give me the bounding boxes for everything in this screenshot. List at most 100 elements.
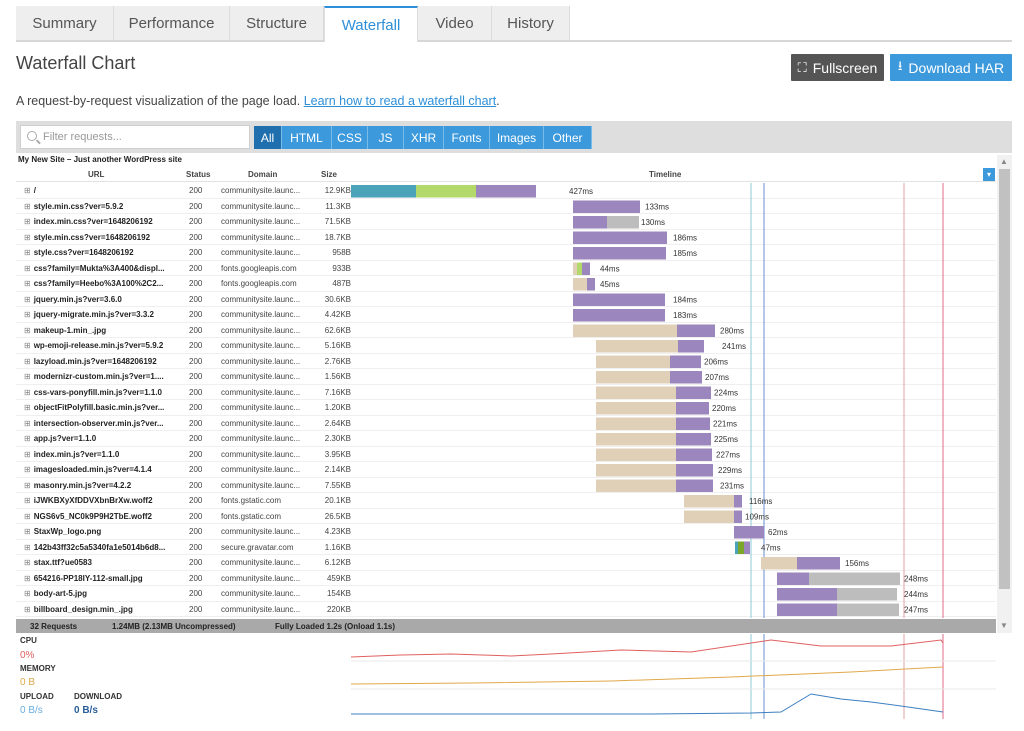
request-url[interactable]: masonry.min.js?ver=4.2.2	[24, 481, 184, 490]
scrollbar-thumb[interactable]	[999, 169, 1010, 589]
timeline-dropdown-button[interactable]: ▾	[983, 168, 995, 181]
timeline-bar[interactable]	[734, 526, 764, 539]
timeline-bar[interactable]	[676, 448, 712, 462]
timeline-bar[interactable]	[676, 464, 713, 477]
timeline-bar[interactable]	[677, 324, 715, 338]
timeline-bar[interactable]	[573, 309, 665, 322]
table-row[interactable]: 142b43ff32c5a5340fa1e5014b6d8... 200 secur…	[16, 540, 996, 555]
timeline-bar[interactable]	[596, 464, 676, 477]
timeline-bar[interactable]	[734, 510, 742, 524]
timeline-bar[interactable]	[797, 557, 840, 570]
timeline-bar[interactable]	[684, 510, 734, 524]
tab-structure[interactable]: Structure	[230, 6, 324, 40]
table-row[interactable]: index.min.css?ver=1648206192 200 community…	[16, 214, 996, 230]
timeline-bar[interactable]	[738, 541, 744, 555]
table-row[interactable]: style.min.css?ver=5.9.2 200 communitysite.…	[16, 199, 996, 214]
request-url[interactable]: 142b43ff32c5a5340fa1e5014b6d8...	[24, 543, 184, 552]
table-row[interactable]: stax.ttf?ue0583 200 communitysite.launc...…	[16, 555, 996, 571]
timeline-bar[interactable]	[744, 541, 750, 555]
timeline-bar[interactable]	[476, 185, 536, 198]
table-row[interactable]: style.min.css?ver=1648206192 200 community…	[16, 230, 996, 245]
request-url[interactable]: NGS6v5_NC0k9P9H2TbE.woff2	[24, 512, 184, 521]
timeline-bar[interactable]	[777, 572, 809, 586]
timeline-bar[interactable]	[587, 278, 595, 291]
timeline-bar[interactable]	[607, 216, 639, 229]
request-url[interactable]: style.min.css?ver=1648206192	[24, 233, 184, 242]
timeline-bar[interactable]	[761, 557, 797, 570]
timeline-bar[interactable]	[596, 402, 676, 415]
learn-waterfall-link[interactable]: Learn how to read a waterfall chart	[303, 94, 497, 108]
table-row[interactable]: NGS6v5_NC0k9P9H2TbE.woff2 200 fonts.gstati…	[16, 509, 996, 524]
timeline-bar[interactable]	[676, 417, 710, 431]
filter-xhr[interactable]: XHR	[404, 126, 444, 149]
column-status[interactable]: Status	[186, 170, 211, 179]
request-url[interactable]: body-art-5.jpg	[24, 589, 184, 598]
timeline-bar[interactable]	[596, 386, 676, 400]
timeline-bar[interactable]	[573, 200, 640, 214]
timeline-bar[interactable]	[596, 479, 676, 493]
request-url[interactable]: intersection-observer.min.js?ver...	[24, 419, 184, 428]
table-row[interactable]: app.js?ver=1.1.0 200 communitysite.launc..…	[16, 431, 996, 447]
tab-history[interactable]: History	[492, 6, 570, 40]
request-url[interactable]: style.min.css?ver=5.9.2	[24, 202, 184, 211]
table-row[interactable]: body-art-5.jpg 200 communitysite.launc... 1…	[16, 586, 996, 602]
filter-fonts[interactable]: Fonts	[444, 126, 490, 149]
timeline-bar[interactable]	[596, 433, 676, 446]
table-row[interactable]: css?family=Heebo%3A100%2C2... 200 fonts.go…	[16, 276, 996, 292]
column-size[interactable]: Size	[321, 170, 338, 179]
filter-html[interactable]: HTML	[282, 126, 332, 149]
table-row[interactable]: StaxWp_logo.png 200 communitysite.launc...…	[16, 524, 996, 540]
table-row[interactable]: wp-emoji-release.min.js?ver=5.9.2 200 comm…	[16, 338, 996, 354]
column-timeline[interactable]: Timeline	[649, 170, 682, 179]
table-row[interactable]: jquery.min.js?ver=3.6.0 200 communitysite.…	[16, 292, 996, 307]
request-url[interactable]: jquery.min.js?ver=3.6.0	[24, 295, 184, 304]
column-domain[interactable]: Domain	[248, 170, 278, 179]
tab-summary[interactable]: Summary	[16, 6, 114, 40]
tab-waterfall[interactable]: Waterfall	[324, 6, 418, 42]
timeline-bar[interactable]	[735, 541, 738, 555]
timeline-bar[interactable]	[573, 278, 587, 291]
timeline-bar[interactable]	[837, 588, 897, 601]
filter-other[interactable]: Other	[544, 126, 592, 149]
table-row[interactable]: imagesloaded.min.js?ver=4.1.4 200 communit…	[16, 462, 996, 478]
filter-all[interactable]: All	[254, 126, 282, 149]
request-url[interactable]: css?family=Heebo%3A100%2C2...	[24, 279, 184, 288]
request-url[interactable]: imagesloaded.min.js?ver=4.1.4	[24, 465, 184, 474]
request-url[interactable]: 654216-PP18IY-112-small.jpg	[24, 574, 184, 583]
table-row[interactable]: billboard_design.min_.jpg 200 communitysit…	[16, 602, 996, 617]
timeline-bar[interactable]	[809, 572, 900, 586]
timeline-bar[interactable]	[676, 402, 709, 415]
tab-video[interactable]: Video	[418, 6, 492, 40]
request-url[interactable]: iJWKBXyXfDDVXbnBrXw.woff2	[24, 496, 184, 505]
request-url[interactable]: billboard_design.min_.jpg	[24, 605, 184, 614]
request-url[interactable]: css?family=Mukta%3A400&displ...	[24, 264, 184, 273]
timeline-bar[interactable]	[684, 495, 734, 508]
timeline-bar[interactable]	[573, 216, 607, 229]
table-row[interactable]: masonry.min.js?ver=4.2.2 200 communitysite…	[16, 478, 996, 493]
table-row[interactable]: css?family=Mukta%3A400&displ... 200 fonts.…	[16, 261, 996, 276]
request-url[interactable]: /	[24, 186, 184, 195]
request-url[interactable]: index.min.js?ver=1.1.0	[24, 450, 184, 459]
timeline-bar[interactable]	[596, 417, 676, 431]
timeline-bar[interactable]	[416, 185, 444, 198]
timeline-bar[interactable]	[596, 448, 676, 462]
timeline-bar[interactable]	[596, 371, 670, 384]
table-row[interactable]: jquery-migrate.min.js?ver=3.3.2 200 commun…	[16, 307, 996, 323]
request-url[interactable]: app.js?ver=1.1.0	[24, 434, 184, 443]
timeline-bar[interactable]	[676, 433, 711, 446]
timeline-bar[interactable]	[577, 262, 582, 276]
timeline-bar[interactable]	[596, 355, 670, 369]
timeline-bar[interactable]	[676, 479, 713, 493]
timeline-bar[interactable]	[678, 340, 704, 353]
timeline-bar[interactable]	[670, 371, 702, 384]
scrollbar[interactable]: ▲ ▼	[997, 155, 1012, 633]
download-har-button[interactable]: ⭳ Download HAR	[890, 54, 1012, 81]
timeline-bar[interactable]	[670, 355, 701, 369]
request-url[interactable]: style.css?ver=1648206192	[24, 248, 184, 257]
timeline-bar[interactable]	[596, 340, 678, 353]
request-url[interactable]: lazyload.min.js?ver=1648206192	[24, 357, 184, 366]
timeline-bar[interactable]	[351, 185, 416, 198]
table-row[interactable]: css-vars-ponyfill.min.js?ver=1.1.0 200 com…	[16, 385, 996, 400]
timeline-bar[interactable]	[837, 603, 899, 617]
table-row[interactable]: iJWKBXyXfDDVXbnBrXw.woff2 200 fonts.gstati…	[16, 493, 996, 509]
